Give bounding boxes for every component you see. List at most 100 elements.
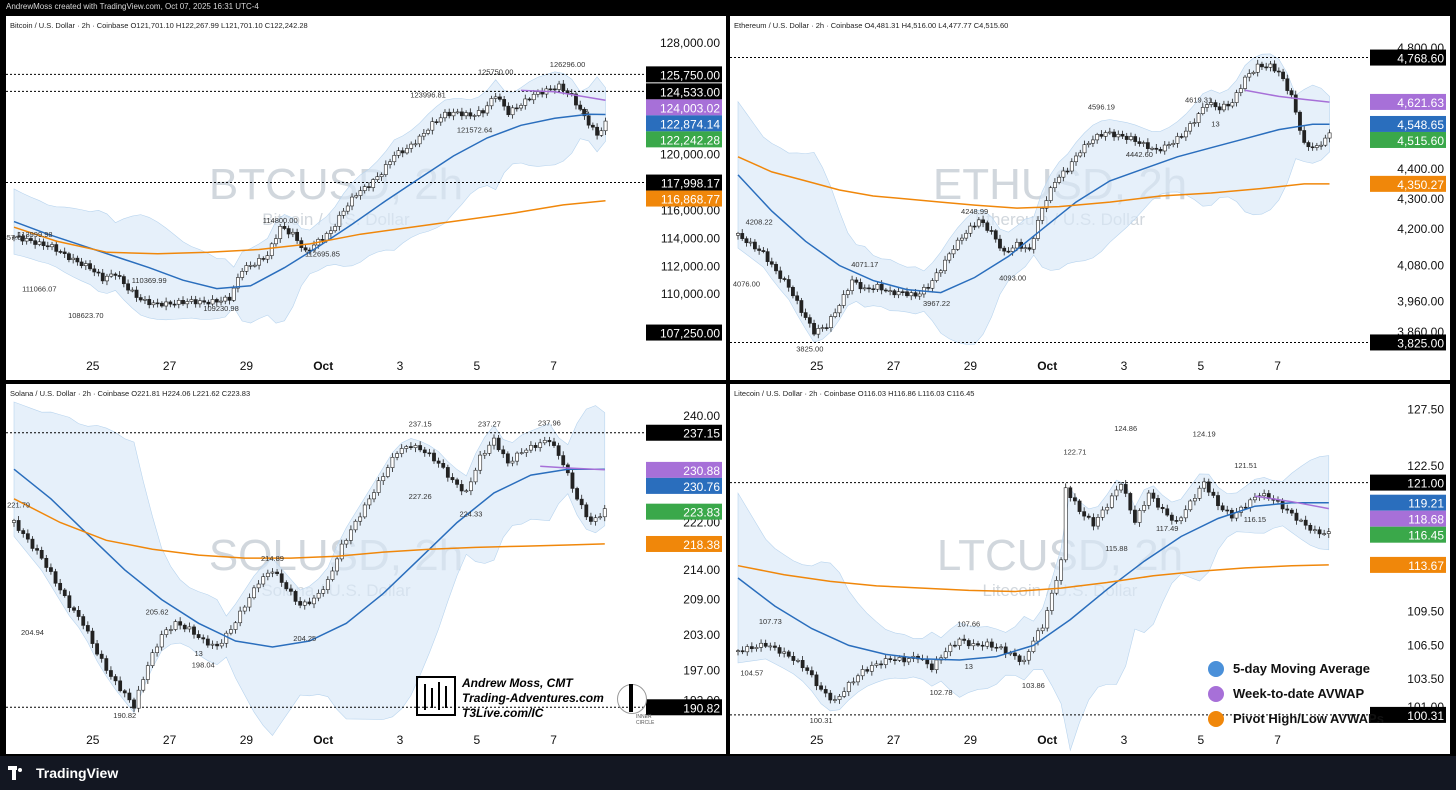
eth-price-tag-3: 4,515.60 [1370,131,1446,148]
btc-x-tick-3: Oct [313,359,333,373]
btc-annotation-2: 123996.81 [410,90,445,99]
price-tag-bg [1370,494,1446,511]
btc-annotation-1: 125750.00 [478,67,513,76]
ltc-price-tag-3: 116.45 [1370,526,1446,543]
btc-annotation-10: 108623.70 [68,311,103,320]
candle-up [1243,76,1247,89]
candle-down [595,126,599,136]
tradingview-logo[interactable]: TradingView [8,764,118,782]
eth-chart-panel[interactable]: ETHUSD, 2hEthereum / U.S. Dollar4596.194… [730,16,1450,380]
btc-annotation-4: 114800.00 [263,216,298,225]
candle-up [248,265,253,267]
candle-up [395,453,399,458]
candle-down [929,663,934,671]
candle-down [552,88,557,91]
candle-up [851,681,856,684]
author-site: Trading-Adventures.com [462,691,604,705]
candle-up [875,284,880,290]
candle-up [1040,208,1045,221]
inner-circle-caption: INNER CIRCLE [636,714,655,726]
sol-line-pivot-high-low-avwap [13,498,605,559]
ltc-price-tag-1: 119.21 [1370,494,1446,511]
candle-down [1264,66,1269,69]
candle-down [418,445,423,451]
candle-down [1285,78,1290,91]
candle-up [469,481,473,492]
ltc-line-pivot-high-low-avwap [737,564,1329,593]
candle-down [962,638,967,641]
eth-line-week-to-date-avwap [1244,89,1330,103]
ltc-price-tag-4: 113.67 [1370,556,1446,573]
candle-up [1314,145,1319,148]
candle-up [820,327,825,329]
candle-down [769,261,774,265]
price-tag-bg [1370,49,1446,66]
btc-x-tick-0: 25 [86,359,100,373]
candle-up [1251,71,1256,74]
btc-annotation-11: 357.00 [6,233,25,242]
candle-down [501,449,506,455]
candle-up [850,279,854,291]
candle-down [902,657,907,663]
candle-up [1238,88,1243,93]
eth-annotation-8: 3967.22 [923,299,950,308]
sol-chart-panel[interactable]: SOLUSD, 2hSolana / U.S. Dollar237.15237.… [6,384,726,754]
sol-annotation-6: 214.89 [261,554,284,563]
candle-up [523,98,528,106]
candle-up [252,587,256,599]
candle-up [329,230,333,234]
candle-up [173,621,178,630]
price-tag-bg [646,324,722,341]
candle-down [1216,495,1220,507]
candle-down [192,626,196,635]
candle-up [1031,238,1036,250]
candle-down [16,520,21,531]
candle-down [126,283,130,291]
candle-up [906,658,911,663]
candle-up [1040,627,1045,632]
candle-down [1206,481,1211,493]
candle-down [1276,70,1281,73]
price-tag-label: 190.82 [683,701,720,715]
eth-y-tick-3: 4,200.00 [1397,222,1444,236]
candle-up [943,651,948,659]
price-tag-label: 125,750.00 [660,68,720,82]
candle-up [1048,187,1053,201]
candle-down [879,284,884,291]
sol-price-tag-3: 223.83 [646,503,722,520]
price-tag-bg [646,477,722,494]
candle-up [333,226,338,232]
price-tag-bg [1370,93,1446,110]
candle-up [934,659,939,671]
candle-down [867,287,871,290]
candle-down [400,150,405,154]
candle-up [538,442,543,448]
candle-down [1302,130,1307,143]
candle-down [800,660,805,669]
sol-annotation-8: 204.94 [21,628,44,637]
candle-up [413,143,418,146]
candle-down [953,644,957,647]
candle-up [413,445,418,448]
candle-down [62,589,67,596]
candle-down [1211,491,1216,496]
candle-down [807,317,812,324]
candle-up [599,130,604,136]
candle-down [905,291,909,297]
candle-down [1124,135,1129,140]
candle-up [748,241,753,244]
candle-up [1091,139,1095,144]
btc-chart-panel[interactable]: BTCUSD, 2hBitcoin / U.S. Dollar126296.00… [6,16,726,380]
candle-down [1308,524,1313,531]
candle-down [113,273,118,276]
candle-up [1137,510,1142,523]
candle-down [1137,141,1142,144]
candle-down [227,296,232,301]
sol-y-tick-4: 203.00 [683,628,720,642]
ltc-chart-panel[interactable]: LTCUSD, 2hLitecoin / U.S. Dollar124.8612… [730,384,1450,754]
candle-up [948,644,953,653]
price-tag-label: 100.31 [1407,709,1444,723]
candle-down [289,588,293,592]
candle-up [754,647,759,650]
candle-down [814,674,819,687]
